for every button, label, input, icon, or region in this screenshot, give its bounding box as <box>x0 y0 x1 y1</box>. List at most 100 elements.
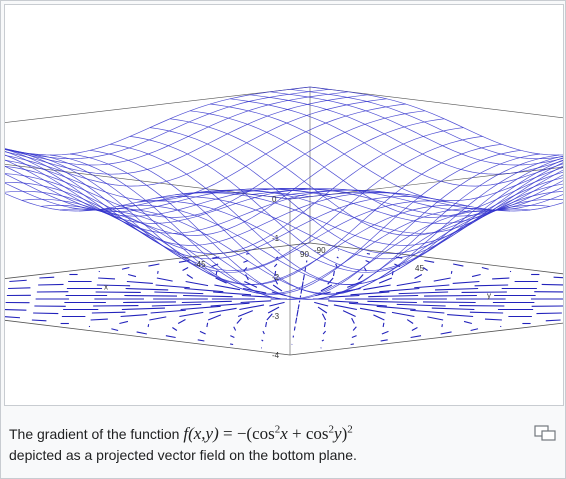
field-arrow <box>38 283 64 286</box>
field-arrow <box>440 331 452 335</box>
field-arrow <box>398 291 449 295</box>
field-arrow <box>536 312 562 315</box>
function-formula: f(x,y) = −(cos2x + cos2y)2 <box>183 424 352 443</box>
field-arrow <box>342 310 356 317</box>
bottom-edge-3 <box>289 322 563 356</box>
mesh-line-u <box>5 103 406 201</box>
field-arrow <box>273 263 278 268</box>
field-arrow <box>151 303 202 307</box>
field-arrow <box>5 316 21 319</box>
field-arrow <box>391 270 394 276</box>
field-arrow <box>433 277 451 282</box>
field-arrow <box>382 322 385 328</box>
field-arrow <box>215 270 218 276</box>
field-arrow <box>149 316 167 321</box>
field-arrow <box>245 274 249 281</box>
x-tick-label: -45 <box>194 260 206 269</box>
field-arrow <box>181 300 232 304</box>
field-arrow <box>148 263 160 267</box>
field-arrow <box>335 263 338 268</box>
field-arrow <box>333 304 357 311</box>
field-arrow <box>186 274 194 279</box>
field-arrow <box>323 321 326 328</box>
field-arrow <box>453 263 464 267</box>
axis-labels: 0-1-2-3-4-90-454590-90-454590yx <box>104 195 491 360</box>
field-arrow <box>302 274 305 281</box>
field-arrow <box>296 309 299 317</box>
field-arrow <box>322 330 327 335</box>
field-arrow <box>297 304 300 310</box>
field-arrow <box>5 308 27 311</box>
field-arrow <box>373 314 385 321</box>
x-axis-label: x <box>104 283 108 292</box>
field-arrow <box>240 300 272 304</box>
field-arrow <box>336 256 339 259</box>
field-arrow <box>381 330 389 335</box>
field-arrow <box>213 291 252 296</box>
field-arrow <box>182 267 189 271</box>
formula-args: (x,y) <box>188 424 219 443</box>
field-arrow <box>179 311 204 318</box>
field-arrow <box>481 266 489 270</box>
surface-plot: 0-1-2-3-4-90-454590-90-454590yx <box>5 86 563 360</box>
field-arrow <box>431 307 475 311</box>
field-arrow <box>320 284 333 292</box>
field-arrow <box>327 277 334 285</box>
field-arrow <box>422 267 428 271</box>
field-arrow <box>452 280 480 284</box>
field-arrow <box>275 256 279 259</box>
field-arrow <box>293 326 296 331</box>
field-arrow <box>469 311 504 314</box>
field-arrow <box>450 270 453 274</box>
field-arrow <box>91 311 126 314</box>
field-arrow <box>8 287 31 290</box>
field-arrow <box>314 301 329 307</box>
surface-mesh <box>5 86 563 300</box>
field-arrow <box>121 307 165 311</box>
field-arrow <box>366 252 370 255</box>
field-arrow <box>351 335 357 339</box>
field-arrow <box>125 287 169 291</box>
field-arrow <box>156 277 173 282</box>
field-arrow <box>348 302 387 307</box>
caption-line2: depicted as a projected vector field on … <box>9 447 357 463</box>
field-arrow <box>214 284 241 291</box>
field-arrow <box>267 306 280 314</box>
field-arrow <box>484 318 502 321</box>
field-arrow <box>211 263 219 268</box>
figure-image[interactable]: 0-1-2-3-4-90-454590-90-454590yx <box>4 4 564 406</box>
magnify-icon[interactable] <box>534 425 556 441</box>
field-arrow <box>154 291 204 295</box>
field-arrow <box>121 266 130 270</box>
field-arrow <box>410 335 422 339</box>
field-arrow <box>365 260 370 263</box>
field-arrow <box>233 326 237 331</box>
formula-sup1: 2 <box>274 423 281 436</box>
field-arrow <box>424 294 477 297</box>
field-arrow <box>471 273 481 278</box>
field-arrow <box>262 330 265 335</box>
field-arrow <box>183 294 233 298</box>
z-tick-label: 0 <box>272 195 277 204</box>
mesh-line-u <box>5 91 349 166</box>
field-arrow <box>492 277 510 280</box>
field-arrow <box>435 287 479 291</box>
field-arrow <box>328 300 359 304</box>
field-arrow <box>230 343 234 346</box>
top-edge-0 <box>5 164 291 200</box>
field-arrow <box>317 306 328 314</box>
field-arrow <box>236 317 242 324</box>
field-arrow <box>185 280 209 287</box>
field-arrow <box>261 339 264 342</box>
field-arrow <box>266 313 273 321</box>
field-arrow <box>177 319 186 324</box>
field-arrow <box>197 339 205 342</box>
field-arrow <box>553 276 563 279</box>
mesh-line-v <box>309 86 563 156</box>
field-arrow <box>9 279 27 283</box>
field-arrow <box>396 303 446 307</box>
mesh-line-v <box>249 94 563 175</box>
bottom-edge-2 <box>309 242 563 275</box>
field-arrow <box>410 309 445 314</box>
